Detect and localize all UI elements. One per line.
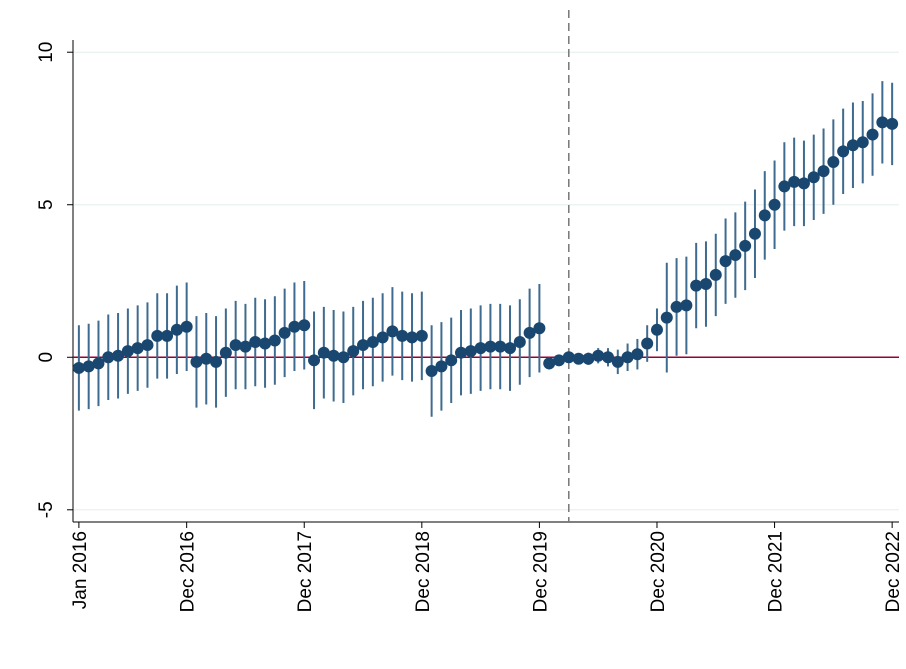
point — [278, 326, 291, 339]
point — [229, 339, 242, 352]
point — [631, 348, 644, 361]
point — [219, 346, 232, 359]
point — [376, 331, 389, 344]
point — [837, 145, 850, 158]
point — [562, 351, 575, 364]
point — [210, 355, 223, 368]
point — [308, 354, 321, 367]
point — [778, 180, 791, 193]
point — [347, 345, 360, 358]
point — [141, 339, 154, 352]
point — [435, 360, 448, 373]
point — [748, 227, 761, 240]
point — [572, 352, 585, 365]
point — [543, 357, 556, 370]
point — [523, 326, 536, 339]
point — [729, 249, 742, 262]
point — [552, 354, 565, 367]
point — [249, 336, 262, 349]
x-tick-label: Jan 2016 — [70, 531, 91, 609]
x-tick-label: Dec 2017 — [295, 531, 316, 612]
point — [699, 278, 712, 291]
point — [474, 342, 487, 355]
point — [327, 349, 340, 362]
point — [288, 320, 301, 333]
point — [268, 334, 281, 347]
point — [641, 337, 654, 350]
point — [170, 323, 183, 336]
point — [464, 345, 477, 358]
point — [876, 116, 889, 129]
point — [866, 128, 879, 141]
point — [366, 336, 379, 349]
point — [846, 139, 859, 152]
point — [190, 355, 203, 368]
point — [827, 156, 840, 169]
point — [161, 329, 174, 342]
point — [739, 239, 752, 252]
point — [611, 355, 624, 368]
point — [494, 340, 507, 353]
point — [807, 171, 820, 184]
point — [768, 198, 781, 211]
point — [758, 209, 771, 222]
point — [484, 340, 497, 353]
point — [357, 339, 370, 352]
y-tick-label: -5 — [36, 501, 57, 518]
point — [180, 320, 193, 333]
point — [82, 360, 95, 373]
point — [719, 255, 732, 268]
x-tick-label: Dec 2022 — [883, 531, 904, 612]
point — [650, 323, 663, 336]
point — [709, 268, 722, 281]
point — [200, 352, 213, 365]
point — [592, 349, 605, 362]
x-tick-label: Dec 2021 — [766, 531, 787, 612]
point — [72, 361, 85, 374]
point — [425, 364, 438, 377]
point — [92, 357, 105, 370]
y-tick-label: 5 — [36, 199, 57, 210]
point — [386, 325, 399, 338]
point — [504, 342, 517, 355]
point — [797, 177, 810, 190]
point — [601, 351, 614, 364]
y-tick-label: 10 — [36, 42, 57, 63]
y-tick-label: 0 — [36, 352, 57, 363]
point — [317, 346, 330, 359]
point — [121, 345, 134, 358]
point — [817, 165, 830, 178]
point — [886, 117, 899, 130]
point — [621, 351, 634, 364]
point — [102, 351, 115, 364]
point — [788, 175, 801, 188]
point — [690, 279, 703, 292]
point — [406, 331, 419, 344]
point — [112, 349, 125, 362]
x-tick-label: Dec 2016 — [178, 531, 199, 612]
point — [680, 299, 693, 312]
x-tick-label: Dec 2020 — [648, 531, 669, 612]
x-tick-label: Dec 2019 — [530, 531, 551, 612]
point — [533, 322, 546, 335]
point — [259, 337, 272, 350]
point — [513, 336, 526, 349]
point — [298, 319, 311, 332]
point — [151, 329, 164, 342]
point — [670, 300, 683, 313]
point — [455, 346, 468, 359]
point — [239, 340, 252, 353]
point — [396, 329, 409, 342]
point — [660, 311, 673, 324]
x-tick-label: Dec 2018 — [413, 531, 434, 612]
point — [856, 136, 869, 149]
point — [445, 354, 458, 367]
point — [582, 352, 595, 365]
point — [131, 342, 144, 355]
point — [337, 351, 350, 364]
point — [415, 329, 428, 342]
